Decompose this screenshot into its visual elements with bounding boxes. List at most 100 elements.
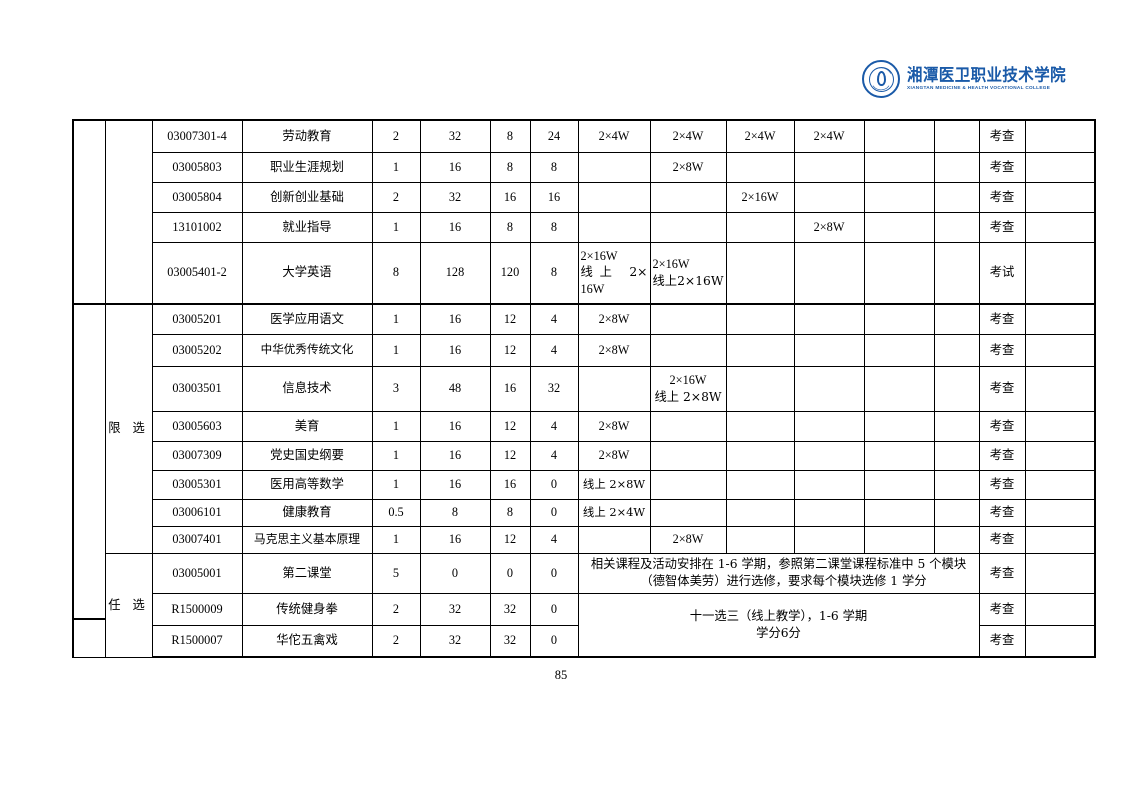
course-code: 03006101 (151, 498, 243, 527)
course-theory-hours: 16 (489, 365, 531, 412)
table-row: 03007301-4 劳动教育 2 32 8 24 2×4W 2×4W 2×4W… (72, 119, 1097, 305)
semester-4 (793, 151, 865, 183)
course-total-hours: 0 (419, 552, 491, 594)
semester-3: 2×16W (725, 181, 795, 213)
table-row: 13101002 就业指导 1 16 8 8 2×8W 考查 (73, 211, 1097, 243)
course-code: 03007401 (151, 525, 243, 554)
course-practice-hours: 0 (529, 552, 579, 594)
course-name: 党史国史纲要 (241, 440, 373, 471)
course-theory-hours: 8 (489, 119, 531, 153)
table-row: 03003501 信息技术 3 48 16 32 2×16W 线上 2×8W 考… (73, 365, 1097, 412)
remark (1024, 181, 1097, 213)
semester-4 (793, 525, 865, 554)
semester-2 (649, 333, 727, 367)
course-practice-hours: 32 (529, 365, 579, 412)
semester-6 (933, 119, 980, 153)
course-name: 华佗五禽戏 (241, 624, 373, 658)
note-line-1: 十一选三（线上教学），1-6 学期 (689, 609, 868, 624)
course-credit: 1 (371, 525, 421, 554)
course-practice-hours: 24 (529, 119, 579, 153)
course-theory-hours: 12 (489, 525, 531, 554)
second-classroom-note: 相关课程及活动安排在 1-6 学期，参照第二课堂课程标准中 5 个模块 （德智体… (577, 552, 980, 594)
semester-2 (649, 181, 727, 213)
course-name: 劳动教育 (241, 119, 373, 153)
course-total-hours: 32 (419, 181, 491, 213)
course-total-hours: 16 (419, 211, 491, 243)
semester-1 (577, 151, 651, 183)
course-code: 03007309 (151, 440, 243, 471)
course-credit: 2 (371, 181, 421, 213)
course-practice-hours: 0 (529, 498, 579, 527)
semester-4 (793, 241, 865, 305)
table-row: 03007401 马克思主义基本原理 1 16 12 4 2×8W 考查 (73, 525, 1097, 554)
semester-6 (933, 241, 980, 305)
semester-6 (933, 303, 980, 335)
group-col-split-line (72, 618, 105, 620)
course-total-hours: 32 (419, 119, 491, 153)
semester-4: 2×4W (793, 119, 865, 153)
semester-2: 2×8W (649, 525, 727, 554)
semester-3 (725, 303, 795, 335)
course-total-hours: 16 (419, 440, 491, 471)
semester-3 (725, 469, 795, 500)
course-credit: 1 (371, 440, 421, 471)
remark (1024, 440, 1097, 471)
course-name: 第二课堂 (241, 552, 373, 594)
course-theory-hours: 16 (489, 469, 531, 500)
course-theory-hours: 12 (489, 303, 531, 335)
remark (1024, 592, 1097, 626)
semester-3 (725, 440, 795, 471)
semester-6 (933, 151, 980, 183)
course-name: 美育 (241, 410, 373, 442)
course-code: 03005804 (151, 181, 243, 213)
elective-selection-note: 十一选三（线上教学），1-6 学期 学分6分 (577, 592, 980, 658)
college-name-block: 湘潭医卫职业技术学院 XIANGTAN MEDICINE & HEALTH VO… (907, 66, 1066, 90)
course-credit: 1 (371, 469, 421, 500)
semester-5 (863, 498, 935, 527)
exam-type: 考查 (978, 181, 1026, 213)
semester-5 (863, 333, 935, 367)
semester-2-line-2: 线上 2×8W (654, 389, 722, 404)
course-theory-hours: 32 (489, 624, 531, 658)
course-code: 03005803 (151, 151, 243, 183)
course-credit: 2 (371, 592, 421, 626)
exam-type: 考查 (978, 303, 1026, 335)
semester-5 (863, 181, 935, 213)
semester-4 (793, 303, 865, 335)
table-row: 03005803 职业生涯规划 1 16 8 8 2×8W 考查 (73, 151, 1097, 183)
course-total-hours: 48 (419, 365, 491, 412)
course-theory-hours: 8 (489, 211, 531, 243)
course-total-hours: 16 (419, 469, 491, 500)
course-name: 健康教育 (241, 498, 373, 527)
course-name: 创新创业基础 (241, 181, 373, 213)
semester-2 (649, 498, 727, 527)
course-practice-hours: 0 (529, 469, 579, 500)
course-code: 03005001 (151, 552, 243, 594)
semester-5 (863, 410, 935, 442)
semester-4 (793, 498, 865, 527)
course-theory-hours: 120 (489, 241, 531, 305)
semester-5 (863, 303, 935, 335)
semester-2 (649, 211, 727, 243)
table-row: 限 选 03005201 医学应用语文 1 16 12 4 2×8W 考查 (72, 303, 1097, 658)
course-code: 03005201 (151, 303, 243, 335)
exam-type: 考查 (978, 333, 1026, 367)
course-practice-hours: 4 (529, 410, 579, 442)
course-practice-hours: 4 (529, 303, 579, 335)
course-credit: 5 (371, 552, 421, 594)
course-total-hours: 32 (419, 592, 491, 626)
remark (1024, 119, 1097, 153)
course-name: 中华优秀传统文化 (241, 333, 373, 367)
semester-3 (725, 241, 795, 305)
semester-2-line-2: 线上2×16W (652, 273, 724, 288)
semester-2 (649, 303, 727, 335)
course-theory-hours: 32 (489, 592, 531, 626)
course-practice-hours: 8 (529, 211, 579, 243)
exam-type: 考查 (978, 365, 1026, 412)
course-code: 03005301 (151, 469, 243, 500)
course-code: 13101002 (151, 211, 243, 243)
remark (1024, 410, 1097, 442)
course-practice-hours: 0 (529, 624, 579, 658)
remark (1024, 303, 1097, 335)
exam-type: 考查 (978, 410, 1026, 442)
